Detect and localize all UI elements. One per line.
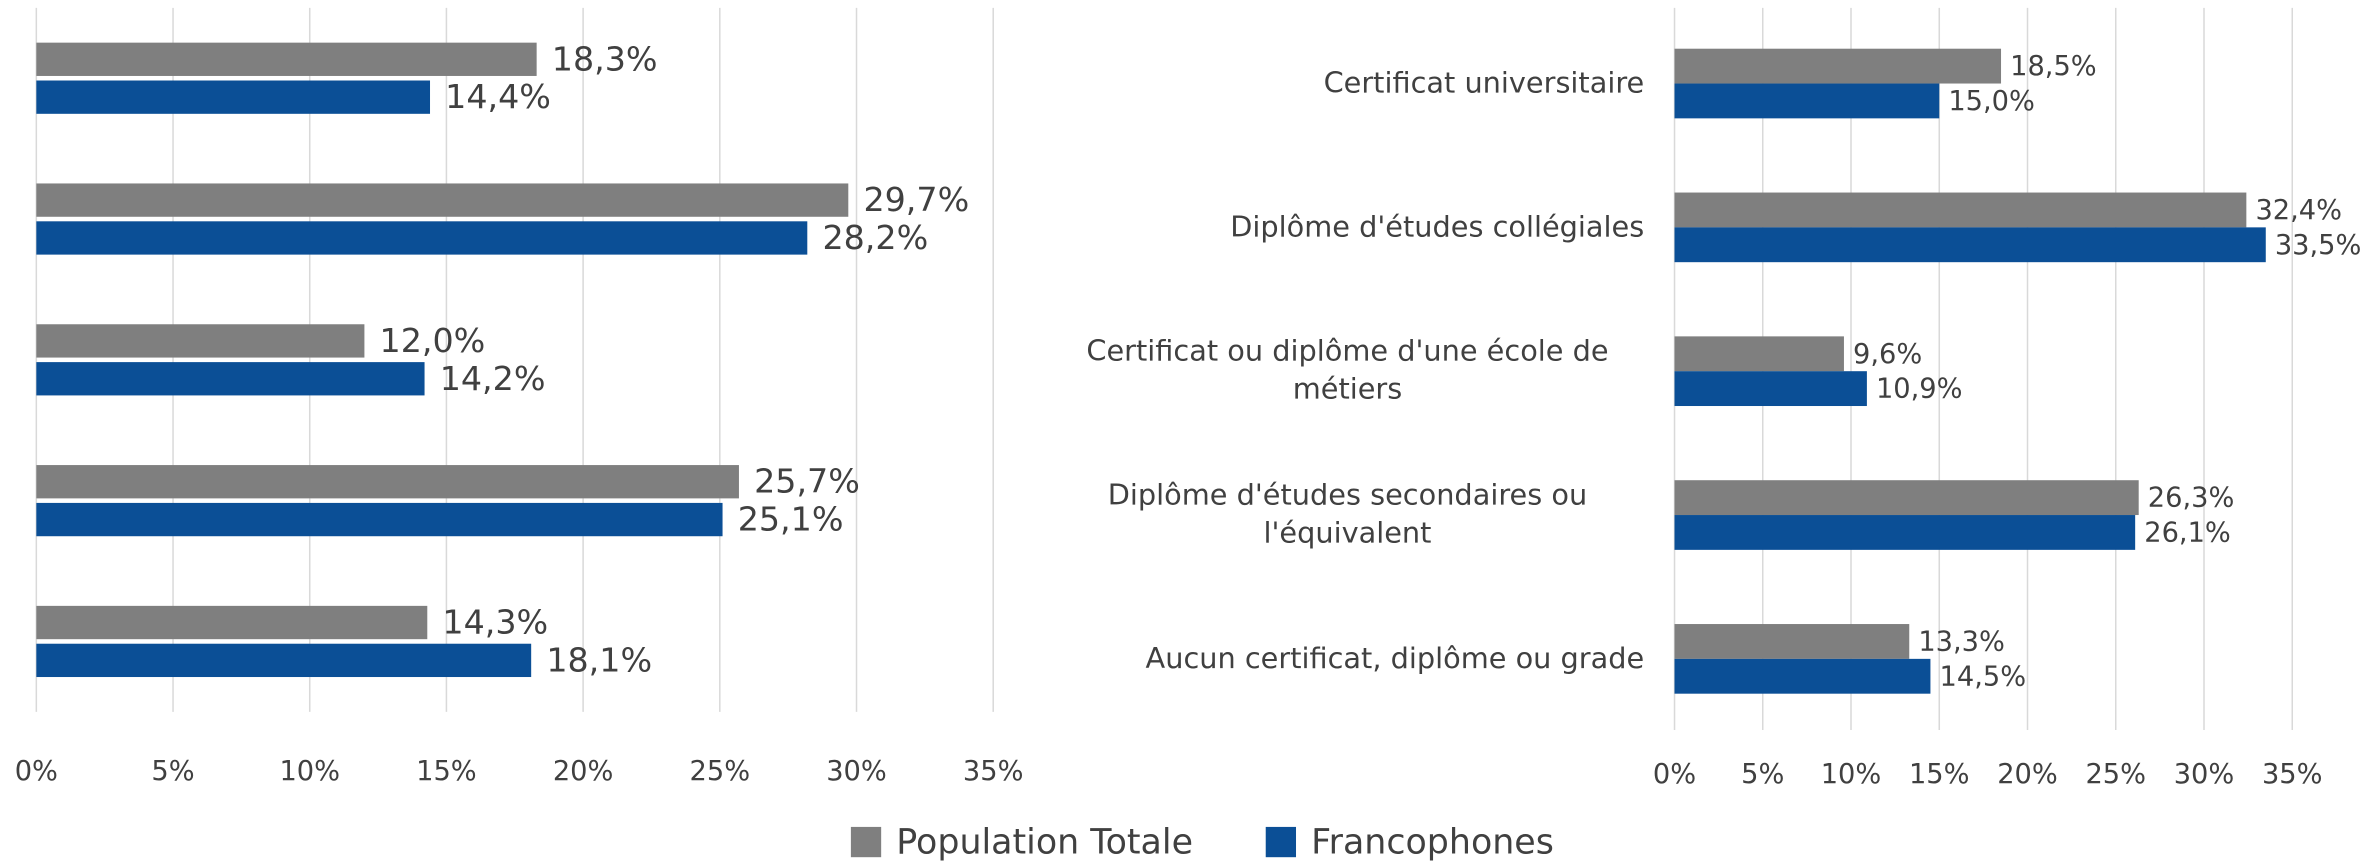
- x-tick-label: 20%: [1997, 759, 2058, 790]
- category-text: Certificat universitaire: [1323, 66, 1645, 100]
- data-label: 29,7%: [863, 180, 969, 219]
- bar: [1674, 515, 2136, 550]
- bar: [36, 42, 537, 76]
- bar: [36, 605, 428, 640]
- category-label: Certificat ou diplôme d'une école de mét…: [1086, 334, 1609, 407]
- data-label: 15,0%: [1948, 86, 2035, 117]
- bar: [1674, 371, 1867, 407]
- data-label: 18,5%: [2010, 51, 2097, 82]
- bar: [1674, 336, 1844, 372]
- category-text: Aucun certificat, diplôme ou grade: [1145, 641, 1645, 675]
- data-label: 18,3%: [552, 39, 658, 78]
- category-label: Certificat universitaire: [1323, 66, 1645, 100]
- data-label: 32,4%: [2255, 195, 2342, 226]
- legend-swatch: [850, 826, 882, 858]
- data-label: 26,1%: [2144, 517, 2231, 548]
- data-label: 14,3%: [442, 603, 548, 642]
- data-label: 14,2%: [440, 359, 546, 398]
- x-tick-label: 30%: [2174, 759, 2235, 790]
- bar: [1674, 192, 2247, 228]
- x-tick-label: 5%: [151, 756, 194, 787]
- bar: [1674, 227, 2266, 263]
- bar: [36, 221, 808, 255]
- x-tick-label: 0%: [15, 756, 58, 787]
- bar: [1674, 83, 1940, 119]
- data-label: 14,4%: [445, 77, 551, 116]
- bar: [36, 502, 723, 537]
- data-label: 33,5%: [2275, 230, 2362, 261]
- legend-label: Francophones: [1311, 823, 1554, 862]
- category-label: Diplôme d'études secondaires ou l'équiva…: [1107, 478, 1588, 550]
- legend-label: Population Totale: [896, 823, 1193, 862]
- bar: [36, 324, 365, 358]
- x-tick-label: 5%: [1741, 759, 1784, 790]
- data-label: 13,3%: [1918, 626, 2005, 657]
- x-tick-label: 15%: [416, 756, 477, 787]
- bar: [36, 465, 739, 499]
- bar: [1674, 624, 1910, 659]
- x-tick-label: 20%: [553, 756, 614, 787]
- bar: [36, 643, 532, 678]
- data-label: 28,2%: [822, 218, 928, 257]
- x-tick-label: 35%: [2262, 759, 2323, 790]
- x-tick-label: 35%: [963, 756, 1024, 787]
- x-tick-label: 10%: [279, 756, 340, 787]
- category-label: Diplôme d'études collégiales: [1230, 209, 1645, 244]
- bar: [1674, 48, 2002, 84]
- data-label: 25,1%: [738, 500, 844, 539]
- category-text: Diplôme d'études collégiales: [1230, 209, 1645, 244]
- data-label: 18,1%: [546, 640, 652, 679]
- bar: [36, 80, 431, 114]
- category-text: Diplôme d'études secondaires ou l'équiva…: [1107, 478, 1588, 550]
- x-tick-label: 25%: [2085, 759, 2146, 790]
- legend-swatch: [1265, 826, 1297, 858]
- x-tick-label: 30%: [826, 756, 887, 787]
- category-text: Certificat ou diplôme d'une école de mét…: [1086, 334, 1609, 407]
- category-label: Aucun certificat, diplôme ou grade: [1145, 641, 1645, 675]
- data-label: 10,9%: [1876, 374, 1963, 405]
- x-tick-label: 25%: [690, 756, 751, 787]
- data-label: 12,0%: [380, 321, 486, 360]
- bar: [1674, 658, 1931, 694]
- bar: [36, 183, 849, 217]
- x-tick-label: 0%: [1653, 759, 1696, 790]
- bar: [1674, 480, 2139, 516]
- bar: [36, 362, 425, 396]
- x-tick-label: 10%: [1821, 759, 1882, 790]
- data-label: 14,5%: [1940, 661, 2027, 692]
- data-label: 25,7%: [754, 462, 860, 501]
- data-label: 26,3%: [2148, 483, 2235, 514]
- data-label: 9,6%: [1853, 339, 1922, 370]
- x-tick-label: 15%: [1909, 759, 1970, 790]
